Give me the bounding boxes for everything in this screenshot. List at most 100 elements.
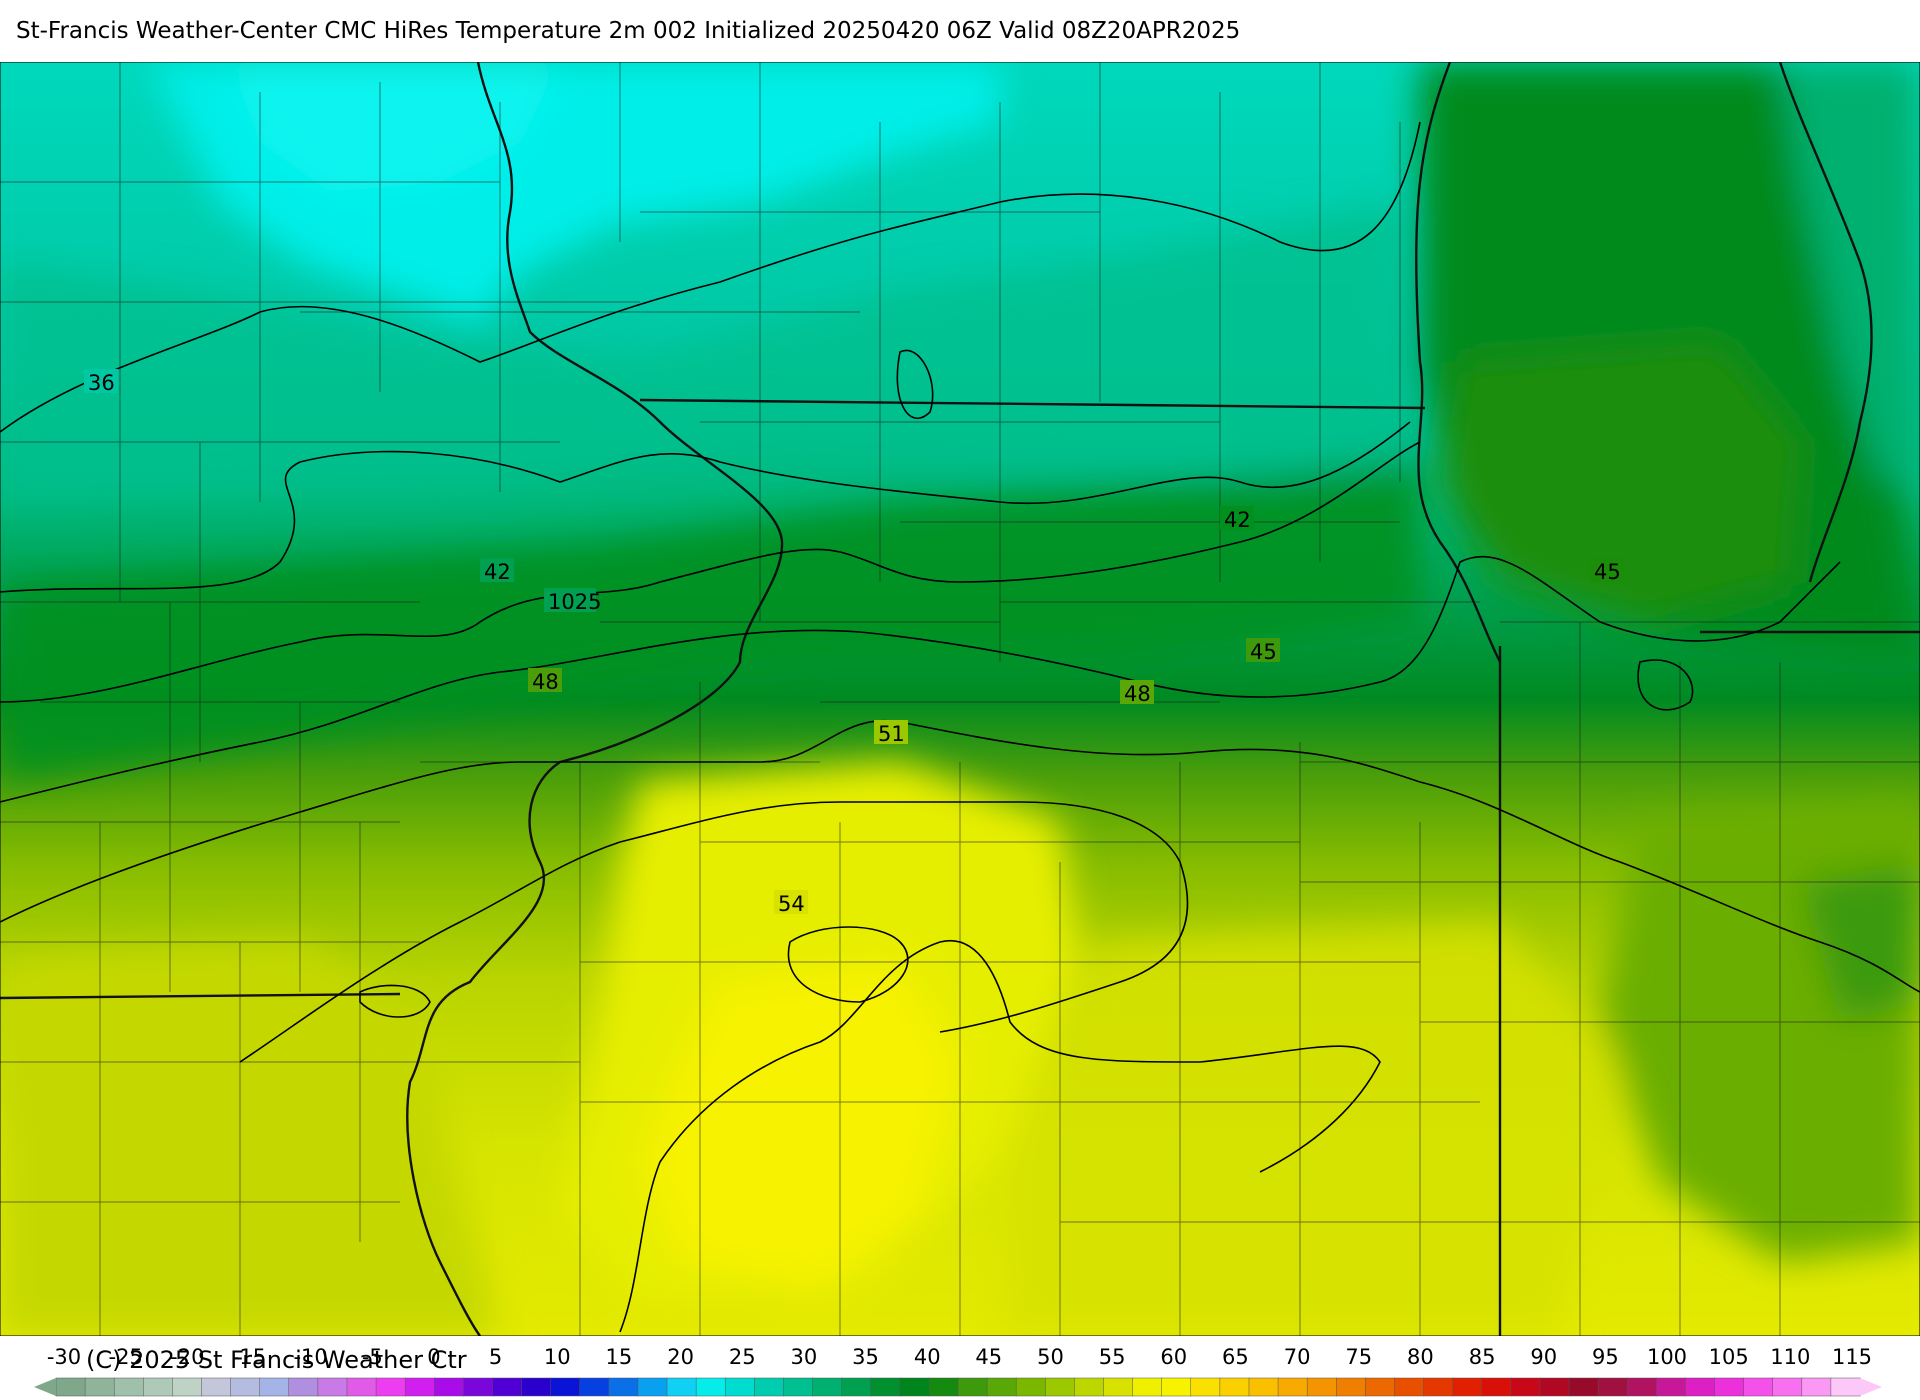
colorbar-tick-label: 65 [1222,1345,1249,1369]
temperature-map: 36 42 1025 48 51 54 42 45 45 48 [0,62,1920,1336]
colorbar-cell [666,1377,697,1397]
colorbar-tick-label: 10 [544,1345,571,1369]
colorbar-cell [1656,1377,1687,1397]
colorbar-cell [230,1377,261,1397]
contour-label: 42 [1224,508,1251,532]
contour-label: 51 [878,722,905,746]
colorbar-cell [1248,1377,1279,1397]
colorbar-tick-label: -10 [293,1345,327,1369]
contour-label-bg [1590,558,1624,582]
colorbar-tick-label: -30 [47,1345,81,1369]
colorbar-cell [201,1377,232,1397]
colorbar-cell [1132,1377,1163,1397]
colorbar-tick-label: 20 [667,1345,694,1369]
contour-label-bg [528,668,562,692]
colorbar-cell [899,1377,930,1397]
colorbar-cell [1510,1377,1541,1397]
colorbar-cell [55,1377,86,1397]
colorbar-tick-label: 60 [1160,1345,1187,1369]
colorbar-tick-label: 75 [1345,1345,1372,1369]
colorbar-cell [550,1377,581,1397]
colorbar-cell [259,1377,290,1397]
colorbar-cell [637,1377,668,1397]
colorbar-tick-label: 105 [1709,1345,1749,1369]
colorbar-tick-label: 80 [1407,1345,1434,1369]
colorbar-tick-label: 55 [1099,1345,1126,1369]
copyright-text: (C) 2025 St Francis Weather Ctr [86,1346,467,1374]
colorbar-cell [317,1377,348,1397]
colorbar-cell [375,1377,406,1397]
colorbar-cell [695,1377,726,1397]
colorbar-cell [1714,1377,1745,1397]
colorbar-cell [1045,1377,1076,1397]
contour-label-bg [1120,680,1154,704]
colorbar-tick-label: -25 [109,1345,143,1369]
colorbar-tick-label: 5 [489,1345,502,1369]
colorbar-cell [1219,1377,1250,1397]
colorbar-tick-label: 85 [1469,1345,1496,1369]
colorbar-cell [1481,1377,1512,1397]
colorbar-tick-label: 30 [791,1345,818,1369]
contour-label-bg [84,369,118,393]
colorbar-cell [1801,1377,1832,1397]
colorbar-cell [870,1377,901,1397]
colorbar-right-arrow [1860,1378,1882,1396]
colorbar-tick-label: 35 [852,1345,879,1369]
colorbar-tick-label: 15 [606,1345,633,1369]
colorbar-left-arrow [34,1378,56,1396]
colorbar-cell [1190,1377,1221,1397]
contour-label: 42 [484,560,511,584]
contour-label-bg [544,588,596,612]
colorbar-cell [1423,1377,1454,1397]
contour-label-bg [480,558,514,582]
colorbar-cell [841,1377,872,1397]
colorbar-cell [724,1377,756,1397]
colorbar-cell [1568,1377,1599,1397]
colorbar-cell [1336,1377,1367,1397]
colorbar-tick-label: 0 [427,1345,440,1369]
county-boundaries [0,62,1920,1336]
contour-label: 48 [532,670,559,694]
colorbar-cell [521,1377,552,1397]
colorbar-cell [1626,1377,1658,1397]
contour-label: 36 [88,371,115,395]
colorbar-cell [1074,1377,1105,1397]
colorbar-cell [113,1377,145,1397]
colorbar-ticks: -30 -25 -20 -15 -10 -5 0 5 10 15 20 25 30 35 40 45 50 55 6… [47,1345,1872,1369]
colorbar-tick-label: 100 [1647,1345,1687,1369]
colorbar-tick-label: 40 [914,1345,941,1369]
colorbar-cell [84,1377,115,1397]
contour-label: 48 [1124,682,1151,706]
contour-label: 54 [778,892,805,916]
colorbar-cell [1161,1377,1192,1397]
contour-labels: 36 42 1025 48 51 54 42 45 45 48 [84,369,1624,916]
colorbar-tick-label: 25 [729,1345,756,1369]
colorbar-tick-label: 90 [1530,1345,1557,1369]
colorbar-cell [1597,1377,1628,1397]
contour-label: 45 [1250,640,1277,664]
contour-label-bg [1220,506,1254,530]
contour-label-bg [774,890,808,914]
colorbar-cell [928,1377,959,1397]
contour-label: 45 [1594,560,1621,584]
map-title: St-Francis Weather-Center CMC HiRes Temp… [16,18,1241,44]
colorbar-cell [579,1377,610,1397]
colorbar-tick-label: 110 [1770,1345,1810,1369]
colorbar-tick-label: 95 [1592,1345,1619,1369]
colorbar-cell [1015,1377,1047,1397]
temperature-shading [0,62,1920,1336]
colorbar-cell [986,1377,1017,1397]
contour-label-bg [1246,638,1280,662]
contour-label-bg [874,720,908,744]
colorbar-cell [1539,1377,1570,1397]
colorbar: -30 -25 -20 -15 -10 -5 0 5 10 15 20 25 30 35 40 45 50 55 6… [34,1345,1882,1397]
colorbar-cell [1452,1377,1483,1397]
colorbar-cell [404,1377,436,1397]
colorbar-cell [1685,1377,1716,1397]
colorbar-cell [1830,1377,1861,1397]
colorbar-cells [55,1377,1861,1397]
colorbar-cell [1743,1377,1774,1397]
colorbar-cell [492,1377,523,1397]
colorbar-cell [1103,1377,1134,1397]
colorbar-cell [1394,1377,1425,1397]
